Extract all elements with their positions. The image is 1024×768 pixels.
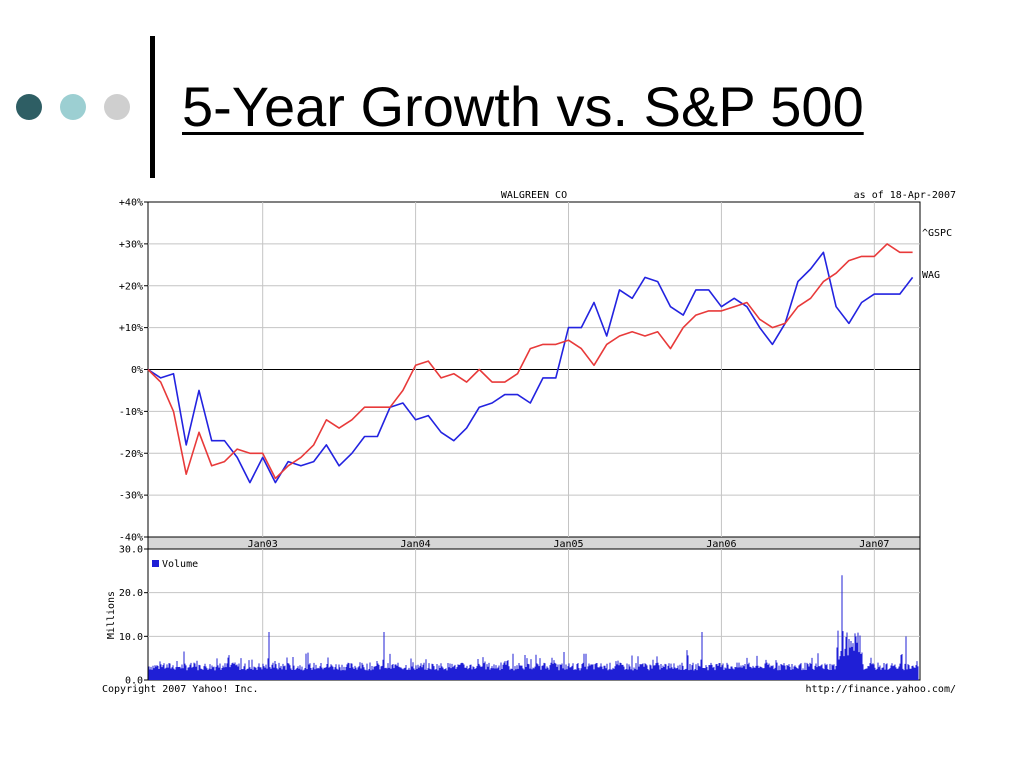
chart-subtitle: as of 18-Apr-2007 — [854, 190, 956, 201]
decorative-dots — [16, 92, 136, 126]
footer-copyright: Copyright 2007 Yahoo! Inc. — [102, 684, 259, 695]
price-y-tick-label: +20% — [119, 281, 143, 292]
series-line-gspc — [147, 243, 913, 480]
volume-y-tick-label: 20.0 — [119, 588, 143, 599]
legend-label-gspc: ^GSPC — [922, 228, 952, 239]
footer-url: http://finance.yahoo.com/ — [805, 684, 956, 695]
price-y-tick-label: +30% — [119, 239, 143, 250]
x-tick-label: Jan05 — [553, 539, 583, 550]
volume-axis-label: Millions — [106, 591, 117, 639]
price-y-tick-label: 0% — [131, 365, 143, 376]
price-y-tick-label: +40% — [119, 198, 143, 209]
price-y-tick-label: -10% — [119, 407, 143, 418]
volume-y-tick-label: 0.0 — [125, 676, 143, 687]
x-tick-label: Jan06 — [706, 539, 736, 550]
price-y-tick-label: -20% — [119, 449, 143, 460]
price-y-tick-label: -40% — [119, 533, 143, 544]
volume-chart-area — [147, 548, 921, 681]
slide-title: 5-Year Growth vs. S&P 500 — [182, 75, 864, 138]
legend-label-wag: WAG — [922, 270, 940, 281]
price-y-tick-label: +10% — [119, 323, 143, 334]
price-y-tick-label: -30% — [119, 491, 143, 502]
volume-y-tick-label: 10.0 — [119, 632, 143, 643]
dot-dark-teal-icon — [16, 94, 42, 120]
chart-title: WALGREEN CO — [501, 190, 567, 201]
x-tick-label: Jan03 — [248, 539, 278, 550]
volume-legend-swatch — [152, 560, 159, 567]
x-tick-label: Jan07 — [859, 539, 889, 550]
dot-gray-icon — [104, 94, 130, 120]
dot-light-teal-icon — [60, 94, 86, 120]
x-tick-label: Jan04 — [401, 539, 431, 550]
title-divider — [150, 36, 155, 178]
volume-y-tick-label: 30.0 — [119, 545, 143, 556]
volume-legend-label: Volume — [162, 559, 198, 570]
